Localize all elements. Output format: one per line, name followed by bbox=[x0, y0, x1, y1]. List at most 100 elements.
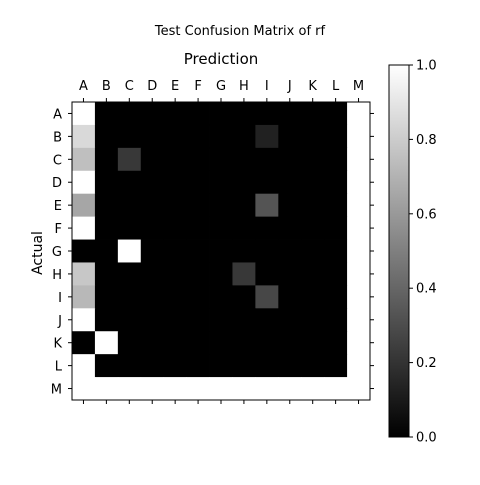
heatmap-cell bbox=[347, 193, 371, 218]
heatmap-cell bbox=[94, 331, 119, 355]
x-tick-label: D bbox=[147, 79, 157, 94]
heatmap-cell bbox=[324, 216, 348, 240]
x-tick-label: K bbox=[308, 79, 317, 94]
heatmap-cell bbox=[163, 239, 188, 263]
heatmap-cell bbox=[324, 124, 348, 149]
heatmap-cell bbox=[209, 354, 233, 378]
heatmap-cell bbox=[72, 262, 96, 286]
x-tick-label: G bbox=[216, 79, 226, 94]
heatmap-cell bbox=[209, 308, 233, 332]
y-tick-label: F bbox=[55, 222, 62, 237]
y-tick-label: L bbox=[55, 360, 63, 375]
x-tick-label: C bbox=[125, 79, 134, 94]
heatmap-cell bbox=[186, 308, 210, 332]
heatmap-cell bbox=[117, 239, 142, 263]
y-tick-label: C bbox=[53, 153, 62, 168]
heatmap-cell bbox=[209, 170, 233, 195]
heatmap-cell bbox=[278, 124, 302, 149]
heatmap-cell bbox=[347, 102, 371, 126]
heatmap-cell bbox=[72, 170, 96, 195]
heatmap-cell bbox=[278, 377, 302, 401]
heatmap-cell bbox=[72, 239, 96, 263]
colorbar-tick-label: 0.8 bbox=[416, 133, 437, 148]
x-tick-label: M bbox=[353, 79, 364, 94]
x-tick-label: L bbox=[332, 79, 340, 94]
heatmap-cell bbox=[117, 147, 142, 172]
heatmap-cell bbox=[278, 239, 302, 263]
heatmap-cell bbox=[94, 377, 119, 401]
heatmap-cell bbox=[140, 262, 165, 286]
heatmap-cell bbox=[278, 170, 302, 195]
heatmap-cell bbox=[72, 216, 96, 240]
heatmap-cell bbox=[140, 285, 165, 309]
heatmap-cell bbox=[94, 193, 119, 218]
x-tick-label: B bbox=[102, 79, 111, 94]
heatmap-cell bbox=[94, 239, 119, 263]
heatmap-cell bbox=[301, 262, 325, 286]
heatmap-cell bbox=[209, 377, 233, 401]
heatmap-cell bbox=[117, 216, 142, 240]
heatmap-cell bbox=[232, 354, 256, 378]
heatmap-cell bbox=[72, 147, 96, 172]
heatmap-cell bbox=[186, 216, 210, 240]
heatmap-cell bbox=[324, 377, 348, 401]
heatmap-cell bbox=[163, 331, 188, 355]
heatmap-cell bbox=[324, 102, 348, 126]
heatmap-cell bbox=[324, 193, 348, 218]
heatmap-cell bbox=[163, 308, 188, 332]
heatmap-cell bbox=[255, 331, 279, 355]
heatmap-cell bbox=[117, 102, 142, 126]
y-tick-label: I bbox=[58, 291, 62, 306]
y-tick-label: J bbox=[57, 314, 62, 329]
heatmap-cell bbox=[209, 262, 233, 286]
heatmap-cell bbox=[186, 285, 210, 309]
heatmap-cell bbox=[186, 124, 210, 149]
heatmap-cell bbox=[301, 102, 325, 126]
heatmap-cell bbox=[163, 102, 188, 126]
heatmap-cell bbox=[255, 377, 279, 401]
heatmap-cell bbox=[163, 193, 188, 218]
heatmap-cell bbox=[324, 354, 348, 378]
heatmap-cell bbox=[278, 216, 302, 240]
heatmap-cell bbox=[324, 239, 348, 263]
heatmap-cell bbox=[232, 262, 256, 286]
colorbar-tick-label: 0.4 bbox=[416, 282, 437, 297]
heatmap-cell bbox=[278, 102, 302, 126]
heatmap-cell bbox=[347, 262, 371, 286]
heatmap-cell bbox=[163, 377, 188, 401]
heatmap-cell bbox=[232, 377, 256, 401]
heatmap-cell bbox=[232, 170, 256, 195]
heatmap-cell bbox=[347, 308, 371, 332]
heatmap-cell bbox=[347, 354, 371, 378]
heatmap-cell bbox=[255, 216, 279, 240]
heatmap-cell bbox=[255, 170, 279, 195]
heatmap-cell bbox=[209, 147, 233, 172]
heatmap-cell bbox=[140, 147, 165, 172]
heatmap-cell bbox=[117, 124, 142, 149]
heatmap-cell bbox=[255, 285, 279, 309]
heatmap-cell bbox=[94, 124, 119, 149]
heatmap-cell bbox=[209, 216, 233, 240]
heatmap-cell bbox=[140, 216, 165, 240]
heatmap-cell bbox=[186, 102, 210, 126]
colorbar-ticks: 0.0 0.2 0.4 0.6 0.8 1.0 bbox=[409, 59, 437, 446]
heatmap-cell bbox=[117, 193, 142, 218]
heatmap-cell bbox=[255, 147, 279, 172]
heatmap-cell bbox=[186, 377, 210, 401]
heatmap-cell bbox=[163, 354, 188, 378]
heatmap-cell bbox=[163, 285, 188, 309]
heatmap-cell bbox=[232, 147, 256, 172]
x-tick-label: I bbox=[265, 79, 269, 94]
heatmap-cell bbox=[301, 193, 325, 218]
heatmap-cell bbox=[347, 216, 371, 240]
heatmap-cell bbox=[140, 308, 165, 332]
heatmap-cell bbox=[278, 193, 302, 218]
heatmap-cell bbox=[94, 102, 119, 126]
heatmap-cell bbox=[324, 170, 348, 195]
x-tick-label: A bbox=[79, 79, 88, 94]
x-axis-label: Prediction bbox=[184, 50, 259, 68]
heatmap-cell bbox=[209, 193, 233, 218]
heatmap-cell bbox=[140, 124, 165, 149]
